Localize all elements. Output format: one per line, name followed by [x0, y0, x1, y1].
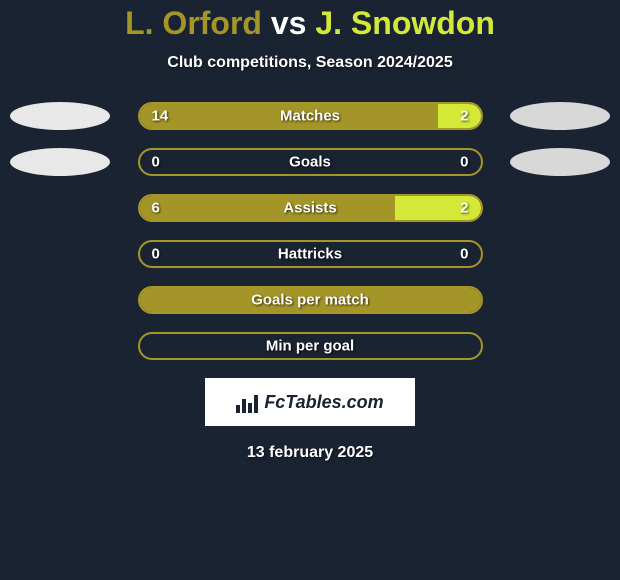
stat-value-left: 6: [152, 200, 160, 217]
player2-badge: [510, 148, 610, 176]
stat-row: Hattricks 0 0: [0, 240, 620, 268]
stat-row: Matches 14 2: [0, 102, 620, 130]
player2-name: J. Snowdon: [315, 5, 495, 41]
stat-value-right: 0: [460, 246, 468, 263]
player1-badge: [10, 148, 110, 176]
stat-bar: Matches 14 2: [138, 102, 483, 130]
stat-row: Goals per match: [0, 286, 620, 314]
logo-text: FcTables.com: [264, 392, 383, 413]
stat-value-right: 2: [460, 200, 468, 217]
date-text: 13 february 2025: [247, 444, 373, 462]
stat-value-right: 0: [460, 154, 468, 171]
player2-badge: [510, 102, 610, 130]
stat-value-left: 0: [152, 246, 160, 263]
stat-bar: Assists 6 2: [138, 194, 483, 222]
stat-label: Assists: [283, 200, 336, 217]
stat-value-left: 14: [152, 108, 169, 125]
player1-badge: [10, 102, 110, 130]
stat-label: Goals: [289, 154, 331, 171]
stat-rows: Matches142Goals00Assists62Hattricks00Goa…: [0, 102, 620, 360]
page-title: L. Orford vs J. Snowdon: [125, 5, 495, 42]
vs-text: vs: [271, 5, 307, 41]
bar-fill-left: [140, 196, 396, 220]
stat-bar: Goals per match: [138, 286, 483, 314]
stat-label: Goals per match: [251, 292, 369, 309]
subtitle: Club competitions, Season 2024/2025: [167, 54, 452, 72]
stat-value-right: 2: [460, 108, 468, 125]
stat-label: Hattricks: [278, 246, 342, 263]
stat-value-left: 0: [152, 154, 160, 171]
logo-bars-icon: [236, 391, 258, 413]
logo-box: FcTables.com: [205, 378, 415, 426]
player1-name: L. Orford: [125, 5, 262, 41]
stat-label: Matches: [280, 108, 340, 125]
stat-bar: Min per goal: [138, 332, 483, 360]
stat-row: Min per goal: [0, 332, 620, 360]
stat-bar: Hattricks 0 0: [138, 240, 483, 268]
stat-label: Min per goal: [266, 338, 354, 355]
stat-row: Assists 6 2: [0, 194, 620, 222]
comparison-infographic: L. Orford vs J. Snowdon Club competition…: [0, 0, 620, 580]
stat-bar: Goals 0 0: [138, 148, 483, 176]
stat-row: Goals 0 0: [0, 148, 620, 176]
